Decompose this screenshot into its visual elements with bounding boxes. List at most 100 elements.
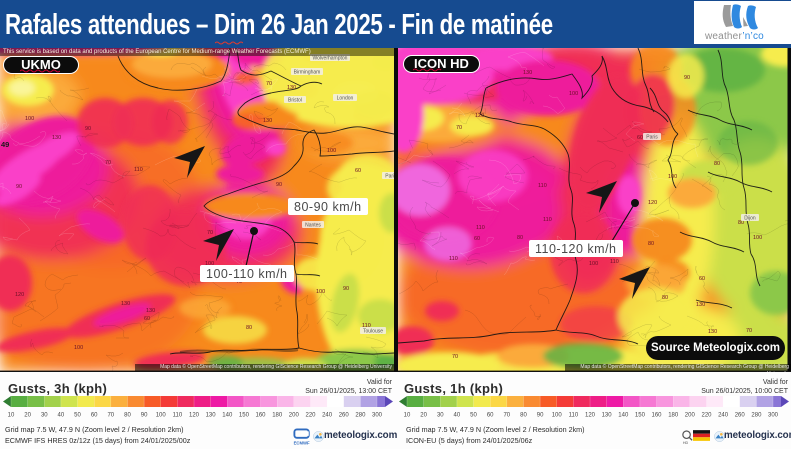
- svg-text:130: 130: [287, 85, 296, 91]
- svg-text:300: 300: [768, 413, 779, 419]
- svg-text:260: 260: [339, 413, 350, 419]
- svg-text:90: 90: [16, 184, 22, 190]
- svg-text:80: 80: [714, 161, 720, 167]
- svg-text:90: 90: [684, 75, 690, 81]
- svg-text:20: 20: [420, 413, 427, 419]
- svg-text:120: 120: [189, 413, 200, 419]
- svg-text:280: 280: [355, 413, 366, 419]
- svg-text:120: 120: [585, 413, 596, 419]
- svg-text:10: 10: [404, 413, 411, 419]
- svg-text:180: 180: [668, 413, 679, 419]
- svg-text:70: 70: [456, 125, 462, 131]
- svg-text:140: 140: [618, 413, 629, 419]
- svg-text:110: 110: [476, 225, 485, 231]
- svg-text:130: 130: [206, 413, 217, 419]
- svg-text:100: 100: [316, 289, 325, 295]
- svg-text:240: 240: [322, 413, 333, 419]
- svg-text:70: 70: [105, 160, 111, 166]
- svg-text:60: 60: [699, 276, 705, 282]
- svg-text:130: 130: [52, 135, 61, 141]
- svg-text:60: 60: [637, 135, 643, 141]
- svg-text:HD: HD: [683, 441, 689, 445]
- svg-text:160: 160: [651, 413, 662, 419]
- svg-text:100: 100: [569, 91, 578, 97]
- svg-text:130: 130: [263, 118, 272, 124]
- svg-text:130: 130: [523, 70, 532, 76]
- svg-text:70: 70: [503, 413, 510, 419]
- svg-text:80: 80: [517, 235, 523, 241]
- svg-text:280: 280: [751, 413, 762, 419]
- svg-text:70: 70: [236, 279, 242, 285]
- svg-text:20: 20: [24, 413, 31, 419]
- svg-text:100: 100: [74, 345, 83, 351]
- svg-text:Birmingham: Birmingham: [294, 70, 321, 76]
- svg-text:10: 10: [8, 413, 15, 419]
- svg-text:90: 90: [537, 413, 544, 419]
- svg-text:100: 100: [205, 261, 214, 267]
- svg-text:130: 130: [602, 413, 613, 419]
- svg-text:200: 200: [289, 413, 300, 419]
- svg-text:50: 50: [74, 413, 81, 419]
- svg-text:110: 110: [362, 323, 371, 329]
- svg-text:80: 80: [662, 295, 668, 301]
- svg-text:100: 100: [668, 174, 677, 180]
- svg-text:200: 200: [685, 413, 696, 419]
- svg-text:90: 90: [343, 286, 349, 292]
- svg-text:100: 100: [327, 148, 336, 154]
- svg-text:110: 110: [569, 413, 579, 419]
- svg-text:60: 60: [144, 316, 150, 322]
- svg-text:260: 260: [735, 413, 746, 419]
- svg-text:150: 150: [239, 413, 250, 419]
- svg-text:70: 70: [207, 230, 213, 236]
- svg-text:80: 80: [124, 413, 131, 419]
- svg-text:70: 70: [746, 328, 752, 334]
- svg-text:40: 40: [454, 413, 461, 419]
- svg-text:70: 70: [266, 81, 272, 87]
- svg-text:50: 50: [470, 413, 477, 419]
- svg-text:90: 90: [141, 413, 148, 419]
- svg-text:220: 220: [305, 413, 316, 419]
- svg-text:100: 100: [753, 235, 762, 241]
- svg-text:60: 60: [91, 413, 98, 419]
- svg-text:60: 60: [355, 168, 361, 174]
- svg-text:90: 90: [85, 126, 91, 132]
- svg-text:90: 90: [276, 182, 282, 188]
- svg-text:220: 220: [701, 413, 712, 419]
- svg-text:110: 110: [173, 413, 183, 419]
- svg-text:80: 80: [246, 325, 252, 331]
- svg-text:Toulouse: Toulouse: [363, 329, 383, 335]
- svg-text:110: 110: [538, 183, 547, 189]
- svg-text:80: 80: [520, 413, 527, 419]
- svg-text:70: 70: [107, 413, 114, 419]
- svg-text:30: 30: [41, 413, 48, 419]
- svg-text:49: 49: [1, 140, 9, 149]
- svg-text:160: 160: [255, 413, 266, 419]
- svg-text:Bristol: Bristol: [288, 98, 302, 104]
- svg-text:110: 110: [543, 217, 552, 223]
- svg-text:30: 30: [437, 413, 444, 419]
- svg-text:100: 100: [156, 413, 167, 419]
- svg-text:80: 80: [738, 220, 744, 226]
- svg-text:80: 80: [648, 241, 654, 247]
- svg-text:110: 110: [449, 256, 458, 262]
- svg-text:300: 300: [372, 413, 383, 419]
- svg-text:110: 110: [134, 167, 143, 173]
- svg-text:120: 120: [15, 292, 24, 298]
- svg-text:150: 150: [635, 413, 646, 419]
- svg-text:100: 100: [589, 261, 598, 267]
- svg-text:60: 60: [487, 413, 494, 419]
- svg-text:100: 100: [552, 413, 563, 419]
- svg-text:140: 140: [222, 413, 233, 419]
- svg-text:Paris: Paris: [646, 135, 658, 141]
- svg-text:130: 130: [696, 302, 705, 308]
- svg-text:ECMWF: ECMWF: [294, 441, 310, 446]
- svg-text:Paris: Paris: [385, 174, 394, 180]
- svg-text:240: 240: [718, 413, 729, 419]
- svg-text:Nantes: Nantes: [305, 223, 321, 229]
- svg-text:60: 60: [474, 236, 480, 242]
- svg-text:180: 180: [272, 413, 283, 419]
- svg-text:Dijon: Dijon: [744, 216, 756, 222]
- svg-text:London: London: [337, 96, 354, 102]
- svg-text:130: 130: [121, 301, 130, 307]
- svg-text:110: 110: [610, 259, 619, 265]
